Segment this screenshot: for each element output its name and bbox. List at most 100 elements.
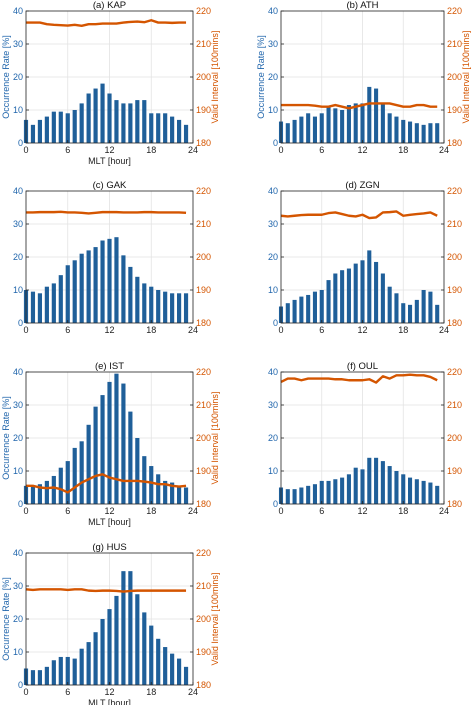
x-tick-label: 6 xyxy=(65,325,70,335)
bar xyxy=(292,299,297,323)
x-tick-label: 18 xyxy=(146,325,156,335)
bar xyxy=(183,124,189,143)
bar xyxy=(30,485,36,504)
y-tick-label-left: 40 xyxy=(268,367,278,377)
x-tick-label: 0 xyxy=(23,145,28,155)
bar xyxy=(44,666,49,685)
chart-panel-6: 0 6 12 18 24 0 10 20 30 40 180 190 200 210 220 (f) OUL xyxy=(268,361,462,516)
y-tick-label-right: 180 xyxy=(196,680,211,690)
bar xyxy=(380,103,385,143)
bar xyxy=(30,124,36,143)
bar xyxy=(353,103,358,143)
y-tick-label-left: 10 xyxy=(268,105,278,115)
y-tick-label-left: 0 xyxy=(273,318,278,328)
bar xyxy=(340,110,345,143)
chart-title: (e) IST xyxy=(95,361,124,372)
chart-title: (c) GAK xyxy=(93,180,127,191)
y-tick-label-left: 20 xyxy=(13,614,23,624)
bar xyxy=(387,286,392,323)
bar xyxy=(353,263,358,323)
series-line xyxy=(280,373,438,384)
bar xyxy=(156,474,161,504)
y-tick-label-right: 200 xyxy=(447,433,462,443)
bar xyxy=(428,291,433,323)
x-tick-label: 12 xyxy=(104,506,114,516)
bar xyxy=(367,86,372,143)
bar xyxy=(319,480,324,504)
x-tick-label: 12 xyxy=(357,145,367,155)
bar xyxy=(86,250,91,323)
bar xyxy=(86,642,91,685)
bar xyxy=(394,471,399,504)
x-axis-label: MLT [hour] xyxy=(88,517,131,527)
y-tick-label-left: 30 xyxy=(13,581,23,591)
bar xyxy=(135,438,140,504)
x-tick-label: 12 xyxy=(104,145,114,155)
bar xyxy=(114,373,119,504)
y-tick-label-right: 180 xyxy=(196,318,211,328)
bar xyxy=(65,461,70,504)
bar xyxy=(51,283,56,323)
bar xyxy=(435,485,440,504)
bar xyxy=(65,656,70,685)
x-tick-label: 0 xyxy=(278,506,283,516)
y-tick-label-left: 30 xyxy=(268,219,278,229)
bar xyxy=(37,484,43,504)
bar xyxy=(37,119,43,143)
bar xyxy=(367,250,372,323)
y-axis-label-right: Valid Interval [100mins] xyxy=(210,573,220,666)
bar xyxy=(333,273,338,323)
series-line xyxy=(281,102,438,110)
bar xyxy=(37,293,43,323)
bar xyxy=(93,247,98,323)
y-tick-label-left: 30 xyxy=(13,400,23,410)
chart-panel-2: 0 6 12 18 24 0 10 20 30 40 180 190 200 210 220 (b) ATH O… xyxy=(256,0,471,155)
x-tick-label: 24 xyxy=(188,325,198,335)
bar xyxy=(176,485,182,504)
bar xyxy=(93,632,98,685)
y-axis-label-right: Valid Interval [100mins] xyxy=(461,31,471,124)
bar xyxy=(421,480,426,504)
y-tick-label-left: 0 xyxy=(18,138,23,148)
bar xyxy=(135,100,140,143)
series-line xyxy=(26,473,187,494)
y-tick-label-left: 10 xyxy=(13,647,23,657)
bar xyxy=(142,283,147,323)
y-tick-label-left: 40 xyxy=(13,6,23,16)
x-tick-label: 24 xyxy=(439,506,449,516)
bar xyxy=(183,487,189,504)
bar xyxy=(86,93,91,143)
y-tick-label-right: 180 xyxy=(447,318,462,328)
bar xyxy=(170,653,175,685)
bar xyxy=(142,456,147,504)
bar xyxy=(58,111,63,143)
y-tick-label-right: 210 xyxy=(447,400,462,410)
y-tick-label-left: 20 xyxy=(13,72,23,82)
bar xyxy=(435,123,440,143)
y-axis-label-left: Occurrence Rate [%] xyxy=(1,396,11,480)
y-tick-label-right: 180 xyxy=(447,499,462,509)
x-tick-label: 24 xyxy=(439,325,449,335)
bar xyxy=(30,291,36,323)
y-tick-label-right: 190 xyxy=(447,466,462,476)
bar xyxy=(414,479,419,504)
bar xyxy=(176,119,182,143)
bar xyxy=(299,296,304,323)
y-tick-label-right: 190 xyxy=(196,285,211,295)
y-tick-label-left: 0 xyxy=(18,318,23,328)
bar xyxy=(333,479,338,504)
bar xyxy=(142,100,147,143)
bar xyxy=(121,383,126,504)
bar xyxy=(170,482,175,504)
x-tick-label: 24 xyxy=(188,687,198,697)
y-tick-label-left: 40 xyxy=(13,186,23,196)
x-tick-label: 18 xyxy=(146,687,156,697)
bar xyxy=(387,113,392,143)
bar xyxy=(299,116,304,143)
bar xyxy=(183,666,189,685)
bar xyxy=(312,116,317,143)
bar xyxy=(114,100,119,143)
bar xyxy=(360,103,365,143)
bar xyxy=(114,595,119,685)
